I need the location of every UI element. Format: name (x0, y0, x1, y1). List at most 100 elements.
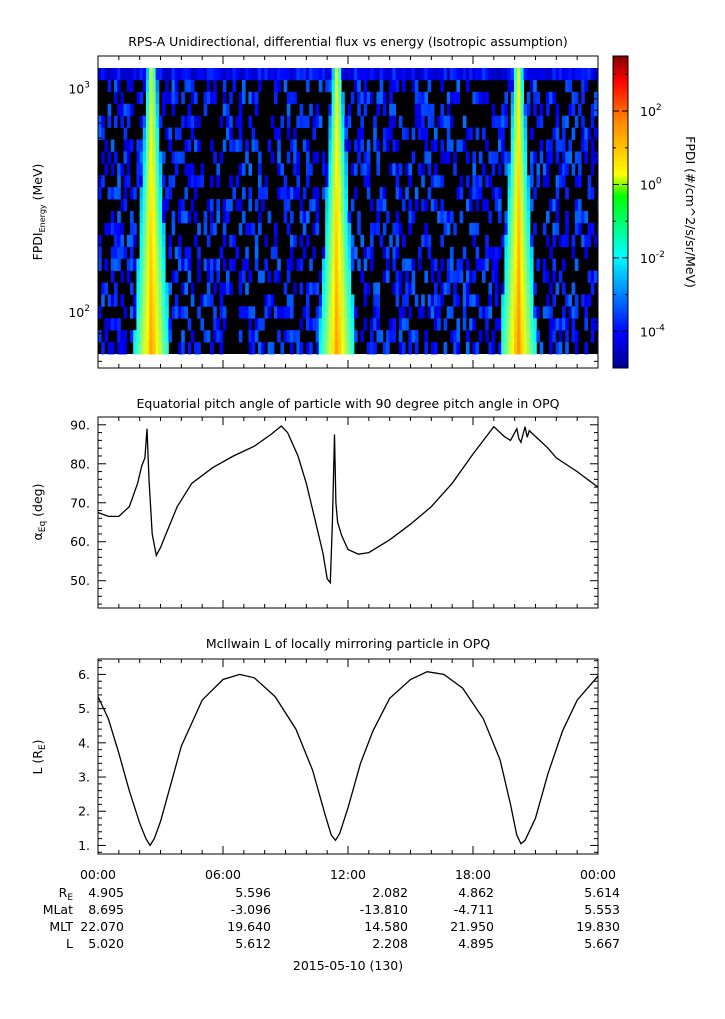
heatmap-cell (126, 68, 131, 81)
heatmap-cell (315, 211, 320, 224)
heatmap-cell (392, 139, 396, 152)
heatmap-cell (507, 68, 512, 81)
heatmap-cell (590, 187, 595, 200)
heatmap-cell (440, 258, 444, 271)
heatmap-cell (418, 246, 422, 260)
heatmap-cell (178, 246, 182, 260)
heatmap-cell (283, 187, 288, 200)
heatmap-cell (350, 234, 355, 248)
heatmap-cell (485, 234, 489, 248)
heatmap-cell (453, 151, 457, 164)
heatmap-cell (318, 68, 323, 81)
heatmap-cell (347, 270, 352, 283)
heatmap-cell (206, 199, 211, 212)
heatmap-cell (117, 79, 121, 93)
heatmap-cell (123, 68, 128, 81)
heatmap-cell (264, 187, 268, 200)
panel1-ytick-label: 102 (68, 304, 90, 320)
heatmap-cell (328, 222, 332, 236)
heatmap-cell (520, 258, 524, 271)
heatmap-cell (318, 342, 323, 355)
heatmap-cell (184, 306, 188, 319)
heatmap-cell (594, 91, 598, 105)
heatmap-cell (482, 163, 486, 176)
heatmap-cell (194, 139, 198, 152)
heatmap-cell (517, 246, 521, 260)
heatmap-cell (114, 258, 118, 271)
heatmap-cell (504, 103, 508, 117)
heatmap-cell (520, 103, 524, 117)
heatmap-cell (510, 294, 515, 307)
heatmap-cell (366, 187, 371, 200)
heatmap-cell (536, 330, 540, 343)
heatmap-cell (142, 175, 147, 188)
heatmap-cell (472, 222, 476, 236)
heatmap-cell (203, 68, 208, 81)
heatmap-cell (382, 246, 387, 260)
heatmap-cell (440, 294, 444, 307)
heatmap-cell (456, 342, 460, 355)
heatmap-cell (514, 258, 518, 271)
heatmap-cell (418, 163, 422, 176)
heatmap-cell (312, 68, 316, 81)
heatmap-cell (440, 234, 444, 248)
heatmap-cell (296, 342, 300, 355)
heatmap-cell (427, 103, 432, 117)
panel2-frame (97, 416, 599, 609)
heatmap-cell (507, 330, 512, 343)
heatmap-cell (418, 91, 422, 105)
heatmap-cell (517, 187, 521, 200)
heatmap-cell (174, 151, 179, 164)
heatmap-cell (571, 91, 576, 105)
heatmap-cell (222, 318, 227, 331)
heatmap-cell (498, 163, 502, 176)
heatmap-cell (254, 246, 259, 260)
heatmap-cell (526, 175, 531, 188)
panel2-ytick-label: 70. (70, 495, 90, 510)
heatmap-cell (104, 68, 108, 81)
heatmap-cell (142, 258, 147, 271)
heatmap-cell (98, 175, 102, 188)
heatmap-cell (334, 294, 339, 307)
heatmap-cell (472, 151, 476, 164)
heatmap-cell (187, 246, 192, 260)
heatmap-cell (408, 258, 412, 271)
heatmap-cell (248, 163, 252, 176)
time-tick-label: 06:00 (205, 867, 241, 882)
heatmap-cell (430, 199, 435, 212)
heatmap-cell (299, 68, 304, 81)
heatmap-cell (274, 91, 278, 105)
heatmap-cell (123, 151, 128, 164)
heatmap-cell (149, 163, 153, 176)
heatmap-cell (318, 115, 323, 128)
heatmap-cell (120, 115, 124, 128)
heatmap-cell (229, 68, 233, 81)
heatmap-cell (139, 270, 144, 283)
heatmap-cell (286, 199, 291, 212)
ephemeris-value: 4.905 (88, 885, 124, 900)
heatmap-cell (181, 258, 185, 271)
heatmap-cell (462, 246, 467, 260)
heatmap-cell (197, 222, 201, 236)
heatmap-cell (210, 68, 214, 81)
heatmap-cell (555, 175, 560, 188)
heatmap-cell (267, 68, 272, 81)
heatmap-cell (514, 91, 518, 105)
heatmap-cell (98, 127, 102, 140)
heatmap-cell (146, 294, 150, 307)
heatmap-cell (546, 211, 550, 224)
heatmap-cell (370, 330, 374, 343)
heatmap-cell (440, 103, 444, 117)
heatmap-cell (520, 330, 524, 343)
heatmap-cell (373, 139, 377, 152)
heatmap-cell (197, 175, 201, 188)
heatmap-cell (424, 342, 428, 355)
heatmap-cell (293, 91, 297, 105)
heatmap-cell (443, 211, 448, 224)
heatmap-cell (459, 258, 464, 271)
heatmap-cell (130, 79, 134, 93)
heatmap-cell (581, 211, 585, 224)
heatmap-cell (283, 330, 288, 343)
heatmap-cell (139, 68, 144, 81)
